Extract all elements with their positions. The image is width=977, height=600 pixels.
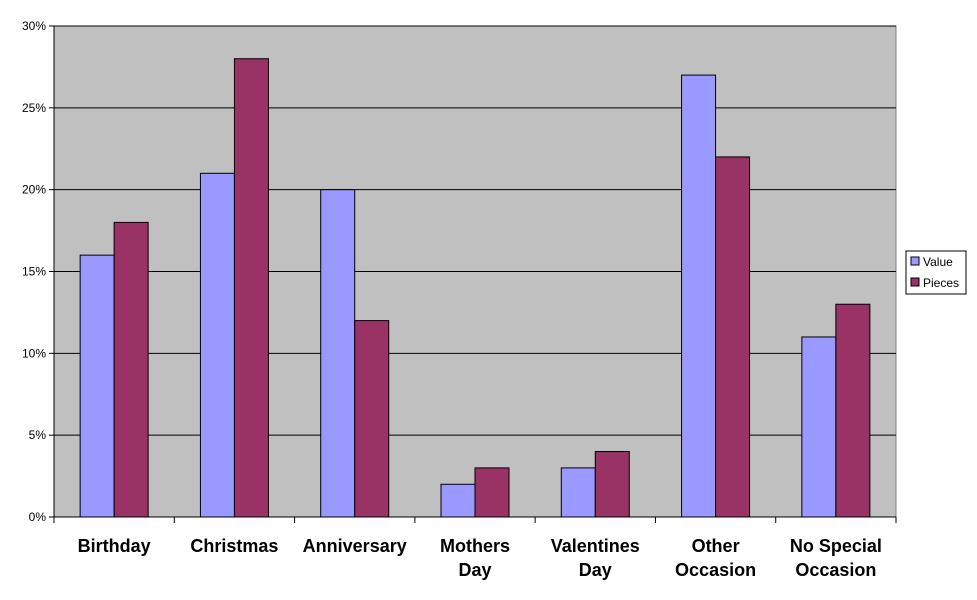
x-axis-categories: Birthday Christmas Anniversary Mothers Day Va… — [78, 536, 882, 580]
bar-pieces-4 — [594, 451, 630, 518]
y-tick-label: 15% — [22, 265, 46, 279]
legend-swatch-value — [910, 256, 920, 266]
x-category-label: Christmas — [190, 536, 278, 556]
legend-swatch-pieces — [910, 277, 920, 287]
bar-value-6 — [801, 336, 837, 518]
gridlines — [54, 25, 896, 436]
bar-pieces-0 — [113, 221, 149, 518]
legend-label-pieces: Pieces — [923, 276, 959, 290]
bar-pieces-6 — [835, 303, 871, 518]
y-tick-label: 25% — [22, 101, 46, 115]
x-category-label: Valentines Day — [551, 536, 640, 580]
bar-value-1 — [199, 172, 235, 518]
bar-pieces-3 — [474, 467, 510, 518]
x-category-label: Mothers Day — [440, 536, 510, 580]
bar-value-0 — [79, 254, 115, 518]
y-tick-label: 0% — [29, 510, 47, 524]
y-axis-ticks: 0% 5% 10% 15% 20% 25% 30% — [22, 19, 54, 524]
y-tick-label: 30% — [22, 19, 46, 33]
bar-value-3 — [440, 483, 476, 518]
bar-value-2 — [320, 189, 356, 518]
bar-pieces-2 — [354, 320, 390, 518]
x-category-label: Other Occasion — [675, 536, 756, 580]
legend: Value Pieces — [905, 250, 967, 295]
y-tick-label: 5% — [29, 428, 47, 442]
x-category-label: Anniversary — [303, 536, 407, 556]
x-category-label: Birthday — [78, 536, 151, 556]
y-tick-label: 20% — [22, 183, 46, 197]
bar-value-5 — [681, 74, 717, 518]
bar-pieces-1 — [233, 58, 269, 518]
x-category-label: No Special Occasion — [790, 536, 882, 580]
legend-label-value: Value — [923, 255, 953, 269]
bars — [79, 58, 871, 518]
y-tick-label: 10% — [22, 346, 46, 360]
bar-pieces-5 — [715, 156, 751, 518]
bar-value-4 — [560, 467, 596, 518]
